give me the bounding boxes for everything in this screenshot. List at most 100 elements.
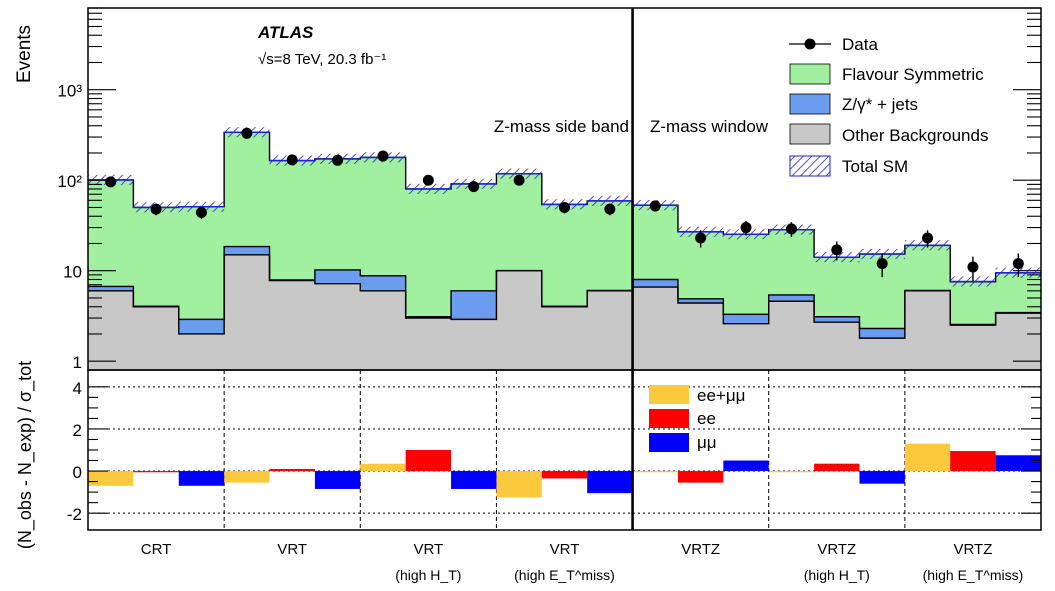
stack-bar xyxy=(677,298,724,303)
stack-bar xyxy=(859,328,906,339)
ratio-grid xyxy=(88,370,1041,530)
lower-frame xyxy=(87,369,1042,531)
legend-label-other: Other Backgrounds xyxy=(842,126,988,145)
stack-bar xyxy=(541,306,588,370)
ratio-bars xyxy=(88,443,1041,498)
category-label: VRT xyxy=(413,541,443,558)
data-point xyxy=(876,258,888,270)
ratio-bar xyxy=(178,471,225,486)
stack-bar xyxy=(314,283,361,370)
stack-bar xyxy=(632,287,679,370)
ratio-tick-label: 4 xyxy=(73,379,82,398)
ratio-bar xyxy=(814,463,860,472)
y-tick-label: 1 xyxy=(73,353,82,372)
stack-bar xyxy=(904,245,951,291)
stack-bar xyxy=(133,207,180,307)
ratio-legend-label-mm: μμ xyxy=(697,433,717,452)
stack-bar xyxy=(768,229,815,295)
stack-bar xyxy=(632,279,679,288)
stack-bar xyxy=(405,318,452,370)
stack-bar xyxy=(269,280,316,370)
ratio-bar xyxy=(269,468,315,472)
region-label-sideband: Z-mass side band xyxy=(494,117,629,136)
data-point xyxy=(241,127,253,139)
stack-bar xyxy=(224,254,270,370)
data-point xyxy=(513,174,525,186)
y-axis-label: Events xyxy=(14,25,35,83)
stack-bar xyxy=(950,281,996,325)
category-label: VRT xyxy=(550,541,580,558)
stack-bar xyxy=(178,319,225,334)
data-points xyxy=(105,127,1024,282)
stack-bar xyxy=(768,294,815,302)
data-point xyxy=(195,206,207,218)
stack-bar xyxy=(587,290,633,370)
stack-bar xyxy=(314,269,361,284)
ratio-bar xyxy=(314,471,361,489)
legend-swatch-totalsm xyxy=(789,155,831,177)
ratio-bar xyxy=(451,471,497,489)
stack-bar xyxy=(224,246,270,255)
stack-bar xyxy=(496,270,543,370)
data-point xyxy=(422,174,434,186)
stack-bar xyxy=(768,301,815,370)
stack-bar xyxy=(314,158,361,270)
ratio-bar xyxy=(632,471,678,473)
ratio-bar xyxy=(496,471,542,498)
stack-bar xyxy=(88,179,134,287)
legend-swatch-zjets xyxy=(789,93,831,115)
data-point xyxy=(604,203,616,215)
category-sublabel: (high H_T) xyxy=(804,567,870,583)
stack-bar xyxy=(814,322,860,370)
stack-bar xyxy=(541,204,588,307)
stack-bar xyxy=(723,314,770,324)
stack-bar xyxy=(587,200,633,291)
data-point xyxy=(286,154,298,166)
stack-bar xyxy=(405,188,452,317)
energy-lumi-label: √s=8 TeV, 20.3 fb⁻¹ xyxy=(258,51,386,68)
ratio-bar xyxy=(405,450,452,472)
experiment-label: ATLAS xyxy=(257,23,314,42)
stack-bar xyxy=(360,290,406,370)
ratio-bar xyxy=(224,471,270,483)
stack-bar xyxy=(451,290,497,320)
ratio-tick-label: 2 xyxy=(73,421,82,440)
ratio-legend: ee+μμ ee μμ xyxy=(649,385,745,452)
axis-ticks xyxy=(88,7,1041,514)
ratio-axis-label: (N_obs - N_exp) / σ_tot xyxy=(15,361,36,549)
stack-bar xyxy=(723,323,770,370)
ratio-tick-label: 0 xyxy=(73,463,82,482)
category-label: CRT xyxy=(141,541,172,558)
ratio-bar xyxy=(723,460,769,472)
stack-bar xyxy=(178,206,225,320)
stack-bar xyxy=(360,275,406,291)
stack-bar xyxy=(995,313,1042,370)
stack-outline xyxy=(88,245,1041,330)
stack-bar xyxy=(451,319,497,370)
ratio-bar xyxy=(950,451,996,472)
stack-bar xyxy=(360,157,406,276)
category-label: VRTZ xyxy=(953,541,992,558)
ratio-bar xyxy=(768,471,815,473)
data-point xyxy=(105,176,117,188)
ratio-legend-label-ee: ee xyxy=(697,409,716,428)
ratio-bar xyxy=(995,455,1041,472)
stack-bar xyxy=(178,333,225,370)
data-point xyxy=(468,181,480,193)
ratio-legend-swatch-eemm xyxy=(649,385,689,404)
stack-bar xyxy=(224,132,270,247)
ratio-bar xyxy=(541,471,588,479)
stack-bar xyxy=(451,183,497,291)
legend-data-marker xyxy=(804,38,816,50)
ratio-bar xyxy=(904,443,951,472)
legend: Data Flavour Symmetric Z/γ* + jets Other… xyxy=(789,35,988,177)
ratio-bar xyxy=(360,463,406,472)
y-tick-label: 10 xyxy=(63,263,82,282)
stack-bar xyxy=(269,160,316,280)
stack-bar xyxy=(88,286,134,291)
ratio-tick-label: -2 xyxy=(67,505,82,524)
y-tick-label: 10² xyxy=(57,172,82,191)
data-point xyxy=(967,261,979,273)
ratio-bar xyxy=(587,471,633,494)
